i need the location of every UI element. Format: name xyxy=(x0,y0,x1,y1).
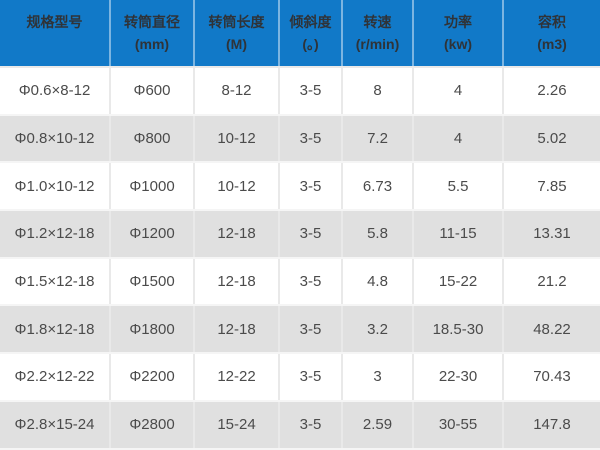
header-label: 转速 xyxy=(363,14,392,30)
header-unit: (mm) xyxy=(134,36,170,52)
header-label: 倾斜度 xyxy=(289,14,332,30)
table-cell: Φ2200 xyxy=(110,353,195,402)
table-row: Φ2.8×15-24 Φ2800 15-24 3-5 2.59 30-55 14… xyxy=(0,400,600,450)
table-cell: 2.26 xyxy=(503,67,600,116)
table-cell: 8-12 xyxy=(194,67,280,116)
table-cell: 3.2 xyxy=(342,305,414,355)
header-unit: (kw) xyxy=(444,36,472,52)
table-cell: Φ1.5×12-18 xyxy=(0,257,111,307)
table-cell: 7.2 xyxy=(342,114,414,164)
header-cell-rotation-speed: 转速 (r/min) xyxy=(342,0,414,68)
table-cell: 147.8 xyxy=(503,400,600,450)
header-cell-drum-diameter: 转筒直径 (mm) xyxy=(110,0,195,68)
table-cell: 12-18 xyxy=(194,257,280,307)
table-cell: Φ2.8×15-24 xyxy=(0,400,111,450)
header-unit: (。) xyxy=(302,36,319,52)
table-body: Φ0.6×8-12 Φ600 8-12 3-5 8 4 2.26 Φ0.8×10… xyxy=(0,67,600,450)
header-unit: (r/min) xyxy=(355,36,400,52)
table-header: 规格型号 转筒直径 (mm) 转筒长度 (M) 倾斜度 (。) 转速 (r/mi… xyxy=(0,0,600,68)
table-row: Φ1.0×10-12 Φ1000 10-12 3-5 6.73 5.5 7.85 xyxy=(0,162,600,212)
table-row: Φ1.2×12-18 Φ1200 12-18 3-5 5.8 11-15 13.… xyxy=(0,210,600,259)
table-cell: Φ2800 xyxy=(110,400,195,450)
table-cell: 3-5 xyxy=(279,353,343,402)
header-label: 功率 xyxy=(444,14,472,30)
header-cell-power: 功率 (kw) xyxy=(413,0,504,68)
header-label: 规格型号 xyxy=(26,14,83,30)
table-cell: 15-22 xyxy=(413,257,504,307)
table-cell: 18.5-30 xyxy=(413,305,504,355)
table-cell: Φ800 xyxy=(110,114,195,164)
table-cell: Φ600 xyxy=(110,67,195,116)
header-label: 容积 xyxy=(538,14,566,30)
header-unit: (M) xyxy=(226,36,247,52)
table-cell: Φ2.2×12-22 xyxy=(0,353,111,402)
table-cell: 4 xyxy=(413,114,504,164)
header-cell-inclination: 倾斜度 (。) xyxy=(279,0,343,68)
header-label: 转筒直径 xyxy=(124,14,180,30)
table-cell: 10-12 xyxy=(194,162,280,212)
header-cell-drum-length: 转筒长度 (M) xyxy=(194,0,280,68)
table-cell: 5.8 xyxy=(342,210,414,259)
table-cell: 15-24 xyxy=(194,400,280,450)
table-cell: 3-5 xyxy=(279,305,343,355)
table-cell: 5.5 xyxy=(413,162,504,212)
table-cell: 21.2 xyxy=(503,257,600,307)
header-label: 转筒长度 xyxy=(208,14,265,30)
table-cell: 70.43 xyxy=(503,353,600,402)
table-cell: Φ1.0×10-12 xyxy=(0,162,111,212)
header-cell-spec-model: 规格型号 xyxy=(0,0,111,68)
table-cell: Φ0.6×8-12 xyxy=(0,67,111,116)
table-cell: 30-55 xyxy=(413,400,504,450)
table-cell: 3 xyxy=(342,353,414,402)
table-cell: 7.85 xyxy=(503,162,600,212)
header-cell-volume: 容积 (m3) xyxy=(503,0,600,68)
table-cell: 3-5 xyxy=(279,210,343,259)
table-cell: Φ1500 xyxy=(110,257,195,307)
table-cell: 22-30 xyxy=(413,353,504,402)
table-cell: 12-18 xyxy=(194,210,280,259)
table-cell: Φ0.8×10-12 xyxy=(0,114,111,164)
table-cell: 10-12 xyxy=(194,114,280,164)
table-cell: Φ1800 xyxy=(110,305,195,355)
table-cell: 13.31 xyxy=(503,210,600,259)
table-cell: 4.8 xyxy=(342,257,414,307)
table-cell: 11-15 xyxy=(413,210,504,259)
table-cell: 4 xyxy=(413,67,504,116)
table-row: Φ0.8×10-12 Φ800 10-12 3-5 7.2 4 5.02 xyxy=(0,114,600,164)
table-cell: Φ1200 xyxy=(110,210,195,259)
table-cell: Φ1.8×12-18 xyxy=(0,305,111,355)
table-cell: 6.73 xyxy=(342,162,414,212)
table-cell: 3-5 xyxy=(279,162,343,212)
table-cell: 3-5 xyxy=(279,257,343,307)
header-unit: (m3) xyxy=(537,36,567,52)
table-cell: 3-5 xyxy=(279,114,343,164)
table-row: Φ2.2×12-22 Φ2200 12-22 3-5 3 22-30 70.43 xyxy=(0,353,600,402)
table-cell: 3-5 xyxy=(279,400,343,450)
table-cell: 2.59 xyxy=(342,400,414,450)
table-row: Φ1.8×12-18 Φ1800 12-18 3-5 3.2 18.5-30 4… xyxy=(0,305,600,355)
table-cell: 8 xyxy=(342,67,414,116)
table-cell: 3-5 xyxy=(279,67,343,116)
table-cell: 48.22 xyxy=(503,305,600,355)
table-row: Φ0.6×8-12 Φ600 8-12 3-5 8 4 2.26 xyxy=(0,67,600,116)
table-cell: Φ1.2×12-18 xyxy=(0,210,111,259)
table-cell: 12-22 xyxy=(194,353,280,402)
table-cell: 12-18 xyxy=(194,305,280,355)
header-row: 规格型号 转筒直径 (mm) 转筒长度 (M) 倾斜度 (。) 转速 (r/mi… xyxy=(0,0,600,68)
table-cell: Φ1000 xyxy=(110,162,195,212)
header-unit xyxy=(0,33,109,55)
table-cell: 5.02 xyxy=(503,114,600,164)
table-row: Φ1.5×12-18 Φ1500 12-18 3-5 4.8 15-22 21.… xyxy=(0,257,600,307)
